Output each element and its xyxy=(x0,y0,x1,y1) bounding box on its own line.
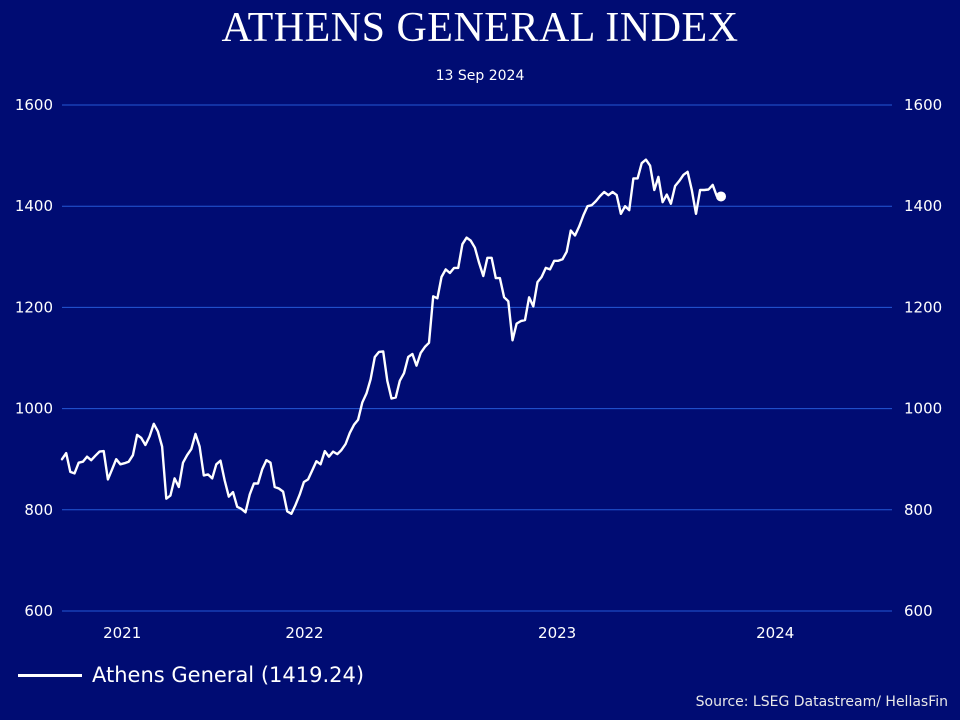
x-tick-2021: 2021 xyxy=(103,624,141,642)
y-tick-right-1400: 1400 xyxy=(904,197,942,215)
y-tick-right-1200: 1200 xyxy=(904,298,942,316)
y-tick-left-1600: 1600 xyxy=(15,96,53,114)
series-end-marker xyxy=(715,191,726,202)
series-layer xyxy=(60,158,726,515)
legend: Athens General (1419.24) xyxy=(18,660,364,690)
y-tick-left-1000: 1000 xyxy=(15,400,53,418)
y-axis-left: 600 800 1000 1200 1400 1600 xyxy=(15,96,53,620)
y-tick-left-800: 800 xyxy=(24,501,53,519)
y-axis-right: 600 800 1000 1200 1400 1600 xyxy=(904,96,942,620)
chart-subtitle: 13 Sep 2024 xyxy=(435,68,525,84)
x-tick-2022: 2022 xyxy=(285,624,323,642)
chart-title: ATHENS GENERAL INDEX xyxy=(221,5,739,51)
y-tick-right-800: 800 xyxy=(904,501,933,519)
series-line-0 xyxy=(60,158,723,515)
legend-label: Athens General (1419.24) xyxy=(92,663,365,687)
x-tick-2023: 2023 xyxy=(538,624,576,642)
y-tick-left-1400: 1400 xyxy=(15,197,53,215)
y-tick-left-600: 600 xyxy=(24,602,53,620)
y-tick-left-1200: 1200 xyxy=(15,298,53,316)
source-note: Source: LSEG Datastream/ HellasFin xyxy=(695,694,948,710)
x-tick-2024: 2024 xyxy=(756,624,794,642)
gridlines xyxy=(62,104,892,612)
legend-line-swatch xyxy=(18,673,82,677)
y-tick-right-1600: 1600 xyxy=(904,96,942,114)
x-axis: 2021 2022 2023 2024 xyxy=(103,624,794,642)
y-tick-right-600: 600 xyxy=(904,602,933,620)
y-tick-right-1000: 1000 xyxy=(904,400,942,418)
